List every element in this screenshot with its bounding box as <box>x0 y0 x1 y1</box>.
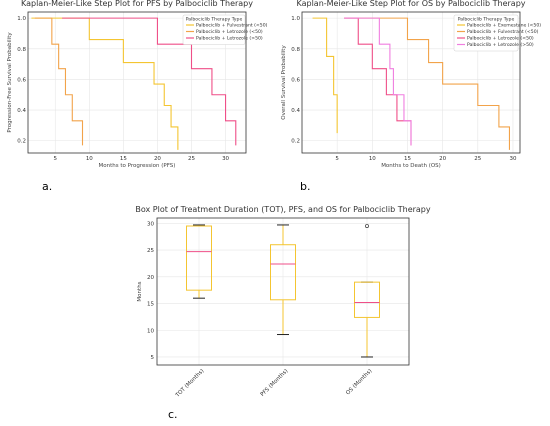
chart-title: Box Plot of Treatment Duration (TOT), PF… <box>135 205 431 214</box>
legend-entry-2: Palbociclib + Letrozole (<50) <box>196 29 263 35</box>
y-tick-label: 0.6 <box>17 77 26 83</box>
legend-entry-3: Palbociclib + Letrozole (<50) <box>467 36 534 42</box>
panel-label-c: c. <box>168 408 178 421</box>
y-axis-label: Progression-Free Survival Probability <box>7 32 13 133</box>
x-tick-label: 5 <box>54 156 58 162</box>
chart-pfs-step: 5 10 15 20 25 30 0.2 0.4 0.6 0.8 1.0 Kaplan-Meier-L… <box>7 0 268 169</box>
x-tick-label: 20 <box>439 156 446 162</box>
chart-os-step: 5 10 15 20 25 30 0.2 0.4 0.6 0.8 1.0 Kaplan-Meier-L… <box>281 0 541 169</box>
x-tick-label: 25 <box>474 156 481 162</box>
panel-label-a: a. <box>42 180 52 193</box>
series-line-4 <box>344 17 412 146</box>
y-tick-label: 30 <box>147 221 154 227</box>
y-axis-label: Months <box>137 281 143 301</box>
series-line-3 <box>62 17 237 146</box>
outlier-point <box>365 224 369 228</box>
legend-title: Palbociclib Therapy Type <box>186 17 243 23</box>
chart-title: Kaplan-Meier-Like Step Plot for OS by Pa… <box>296 0 525 8</box>
y-tick-label: 0.2 <box>17 139 26 145</box>
y-tick-label: 1.0 <box>17 16 26 22</box>
x-tick-label: 15 <box>404 156 411 162</box>
plot-frame <box>301 11 521 154</box>
y-axis-label: Overall Survival Probability <box>281 45 287 120</box>
series-line-3 <box>344 17 412 146</box>
x-tick-label: 30 <box>222 156 229 162</box>
y-tick-label: 0.4 <box>17 108 26 114</box>
y-tick-label: 5 <box>151 355 155 361</box>
y-tick-label: 0.8 <box>17 47 26 53</box>
chart-title: Kaplan-Meier-Like Step Plot for PFS by P… <box>21 0 253 8</box>
x-tick-label: 30 <box>509 156 516 162</box>
plot-frame <box>27 11 247 154</box>
x-tick-label: 20 <box>154 156 161 162</box>
y-tick-label: 10 <box>147 328 154 334</box>
x-axis-label: Months to Death (OS) <box>381 163 441 169</box>
series-line-1 <box>312 17 338 134</box>
y-tick-label: 0.2 <box>291 139 300 145</box>
series-line-1 <box>31 17 179 150</box>
legend-box <box>453 14 519 52</box>
y-tick-label: 1.0 <box>291 16 300 22</box>
x-tick-label: 15 <box>120 156 127 162</box>
y-tick-label: 15 <box>147 302 154 308</box>
chart-box-plot: 5 10 15 20 25 30 TOT (Months) PFS (Months) OS (M… <box>135 205 431 399</box>
legend-entry-1: Palbociclib + Fulvestrant (<50) <box>196 23 268 29</box>
legend-entry-3: Palbociclib + Letrozole (>50) <box>196 36 263 42</box>
legend-entry-1: Palbociclib + Exemestane (<50) <box>467 23 541 29</box>
y-tick-label: 0.8 <box>291 47 300 53</box>
legend-title: Palbociclib Therapy Type <box>458 17 515 23</box>
x-tick-label: 25 <box>188 156 195 162</box>
x-tick-label: 5 <box>335 156 339 162</box>
x-tick-label: TOT (Months) <box>174 368 205 399</box>
x-tick-label: 10 <box>86 156 93 162</box>
x-tick-label: PFS (Months) <box>260 368 290 398</box>
legend-box <box>182 14 246 45</box>
legend-entry-4: Palbociclib + Letrozole (>50) <box>467 42 534 48</box>
box-3 <box>354 281 380 318</box>
x-axis-label: Months to Progression (PFS) <box>99 163 176 169</box>
y-tick-label: 25 <box>147 248 154 254</box>
x-tick-label: 10 <box>369 156 376 162</box>
plot-frame <box>156 217 410 366</box>
x-tick-label: OS (Months) <box>345 368 373 396</box>
series-line-2 <box>34 17 84 146</box>
box-1 <box>186 225 212 291</box>
legend-entry-2: Palbociclib + Fulvestrant (<50) <box>467 29 539 35</box>
box-2 <box>270 244 296 301</box>
y-tick-label: 0.4 <box>291 108 300 114</box>
series-line-2 <box>344 17 511 150</box>
panel-label-b: b. <box>300 180 310 193</box>
y-tick-label: 20 <box>147 275 154 281</box>
y-tick-label: 0.6 <box>291 77 300 83</box>
